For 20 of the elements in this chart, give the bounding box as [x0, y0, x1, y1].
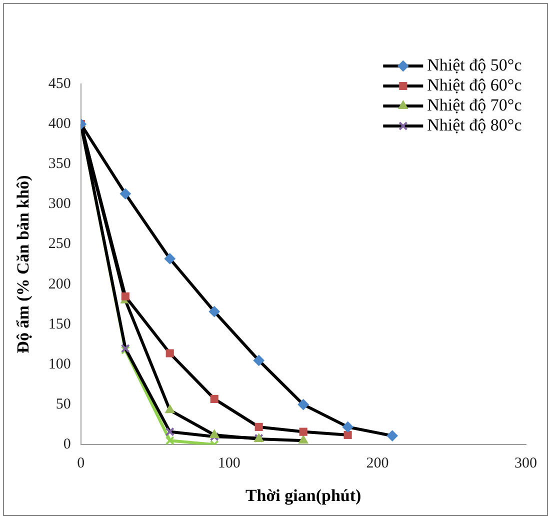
- y-tick-label: 150: [48, 316, 71, 332]
- y-tick-label: 200: [48, 276, 71, 292]
- y-tick-label: 100: [48, 356, 71, 372]
- x-tick-label: 200: [366, 456, 389, 472]
- x-axis-title: Thời gian(phút): [245, 486, 362, 506]
- y-tick-label: 450: [48, 76, 71, 92]
- legend-label: Nhiệt độ 60°c: [427, 75, 522, 94]
- y-tick-label: 50: [56, 396, 71, 412]
- y-tick-label: 350: [48, 156, 71, 172]
- y-tick-label: 400: [48, 116, 71, 132]
- y-tick-label: 300: [48, 196, 71, 212]
- x-tick-label: 0: [77, 456, 85, 472]
- y-tick-label: 0: [63, 436, 71, 453]
- x-tick-label: 300: [514, 456, 537, 472]
- legend-label: Nhiệt độ 80°c: [427, 115, 522, 134]
- y-axis-title: Độ ẩm (% Căn bản khô): [14, 175, 33, 354]
- legend-label: Nhiệt độ 70°c: [427, 95, 522, 114]
- x-tick-label: 100: [218, 456, 240, 472]
- y-tick-label: 250: [48, 236, 71, 252]
- legend-label: Nhiệt độ 50°c: [427, 55, 522, 74]
